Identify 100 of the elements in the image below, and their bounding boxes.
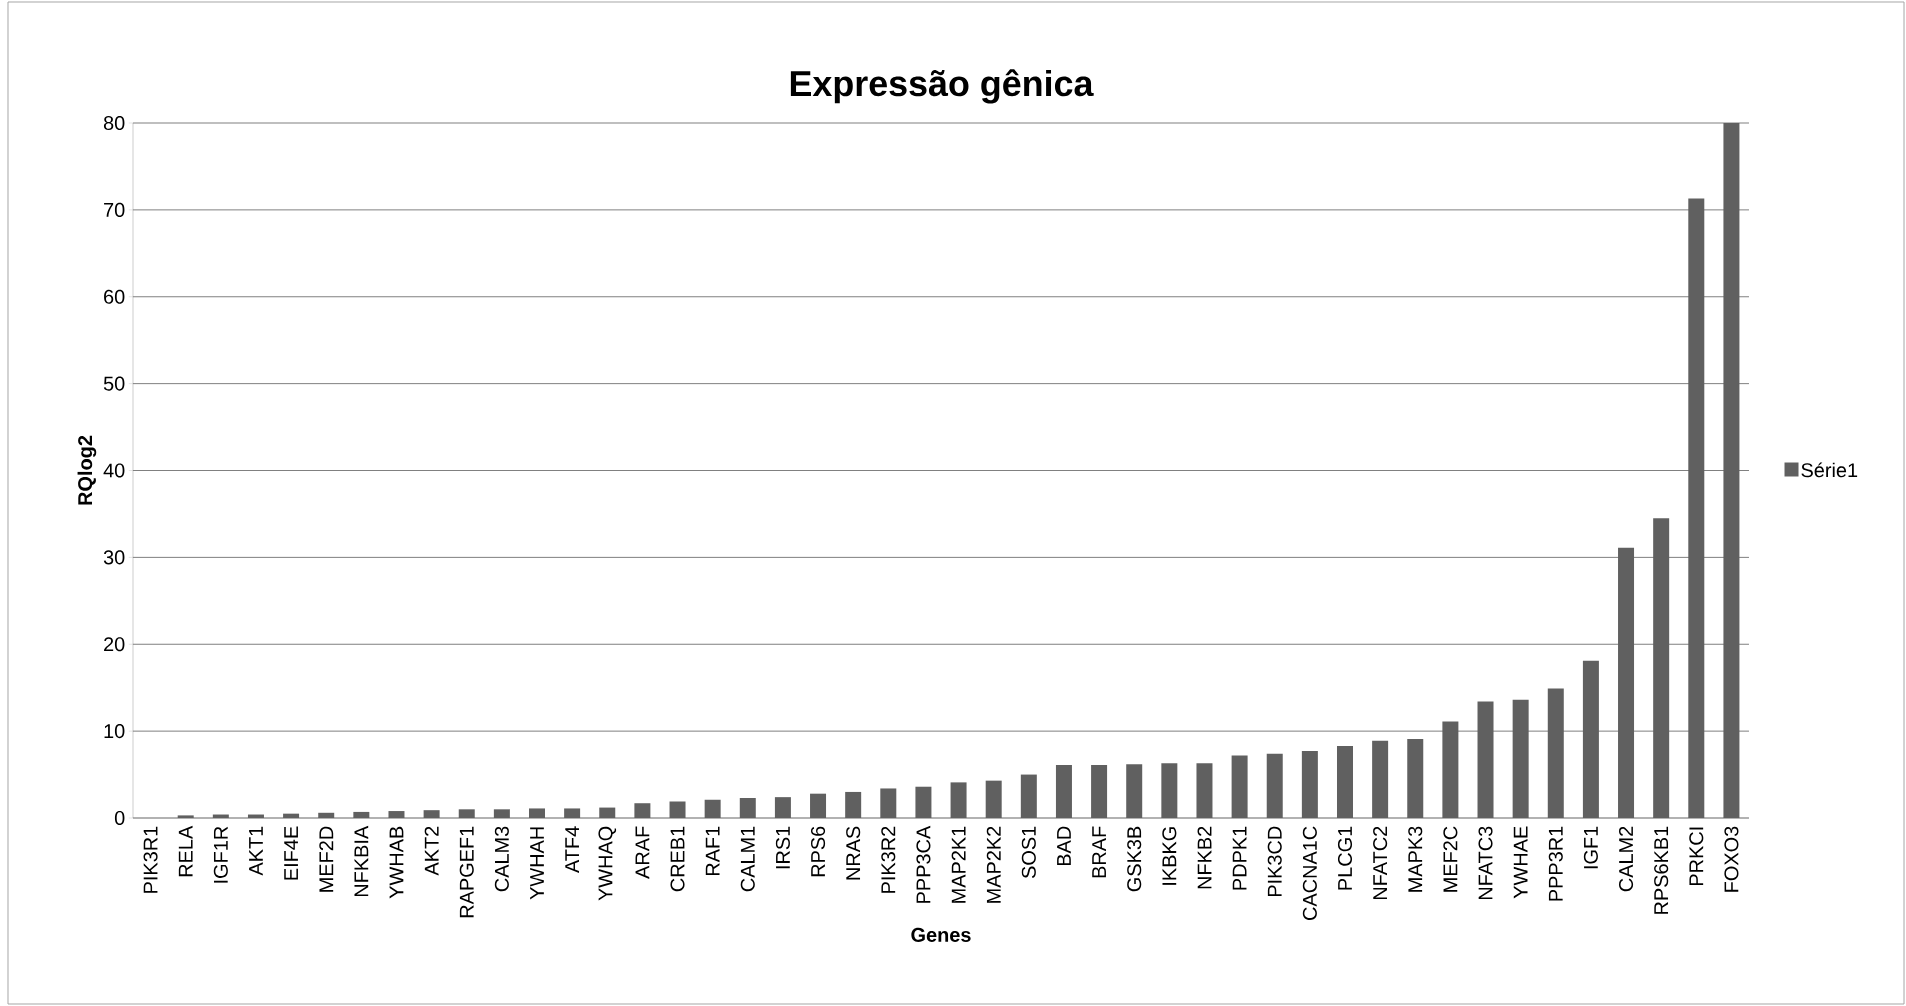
bar [529, 808, 545, 818]
x-tick-label: YWHAQ [598, 826, 617, 901]
bar [177, 815, 194, 818]
bar [1618, 547, 1635, 818]
bar [985, 780, 1002, 818]
x-tick-label: NFATC3 [1478, 826, 1493, 900]
bar [1372, 740, 1389, 818]
x-tick-label: AKT1 [249, 826, 263, 876]
y-axis-title: RQlog2 [77, 435, 97, 505]
legend-label: Série1 [1801, 462, 1858, 478]
x-tick-label: CALM3 [494, 826, 509, 892]
bar [1161, 763, 1178, 818]
y-tick-label: 0 [114, 810, 125, 826]
x-tick-label: PRKCI [1689, 827, 1704, 886]
x-tick-label: MAPK3 [1408, 826, 1423, 892]
y-tick-label: 50 [103, 376, 125, 391]
x-tick-label: GSK3B [1127, 826, 1142, 892]
bar [704, 799, 721, 818]
x-tick-label: NFATC2 [1373, 826, 1388, 900]
y-tick-label: 80 [103, 115, 125, 131]
bar [1126, 764, 1143, 818]
bar [669, 801, 686, 818]
x-tick-label: YWHAB [389, 826, 404, 899]
x-tick-label: AKT2 [424, 826, 439, 876]
bar [1407, 738, 1424, 818]
x-tick-label: ATF4 [565, 826, 579, 873]
bar [1477, 701, 1494, 818]
bar [634, 803, 651, 818]
bar [739, 798, 756, 818]
y-tick-label: 70 [104, 202, 125, 217]
x-tick-label: NFKBIA [354, 825, 369, 897]
bar [318, 812, 335, 818]
bar [1020, 774, 1037, 818]
x-tick-label: EIF4E [284, 826, 298, 880]
x-tick-label: CREB1 [670, 826, 685, 892]
bar [1582, 660, 1599, 818]
x-tick-label: FOXO3 [1724, 826, 1739, 892]
x-tick-label: IRS1 [775, 826, 790, 869]
x-tick-label: YWHAE [1513, 826, 1528, 899]
bar [845, 791, 862, 818]
x-tick-label: RAPGEF1 [459, 826, 474, 918]
bar [880, 788, 897, 818]
x-tick-label: SOS1 [1021, 826, 1036, 879]
bar [774, 797, 791, 818]
x-tick-label: YWHAH [530, 827, 544, 900]
bar [1512, 699, 1529, 818]
x-tick-label: BRAF [1092, 826, 1106, 878]
x-tick-label: NFKB2 [1197, 826, 1212, 889]
y-tick-label: 40 [103, 463, 125, 478]
x-tick-label: IKBKG [1162, 827, 1177, 885]
bar [1547, 688, 1564, 818]
bar [1091, 765, 1108, 818]
y-tick-label: 20 [104, 637, 125, 652]
x-tick-label: RELA [178, 825, 193, 877]
bar [1688, 198, 1705, 818]
bar [599, 807, 616, 818]
y-tick-label: 10 [104, 724, 125, 739]
x-tick-label: MEF2C [1443, 826, 1458, 892]
bar [423, 810, 440, 818]
bar [458, 809, 475, 818]
bar [915, 786, 932, 818]
bar [1653, 518, 1670, 818]
x-tick-label: CALM2 [1618, 826, 1634, 892]
bar [950, 782, 967, 818]
x-tick-label: PIK3R2 [881, 826, 896, 893]
x-tick-label: PDPK1 [1232, 826, 1247, 890]
x-tick-label: PLCG1 [1337, 826, 1353, 890]
x-axis-title: Genes [911, 927, 971, 942]
x-tick-label: CACNA1C [1302, 826, 1317, 920]
x-tick-label: IGF1R [213, 826, 228, 883]
x-tick-label: NRAS [846, 826, 861, 880]
bar [1196, 763, 1213, 818]
x-tick-label: BAD [1057, 826, 1071, 866]
x-tick-label: IGF1 [1583, 826, 1598, 869]
bar [353, 811, 370, 818]
bar [1442, 721, 1459, 818]
x-tick-label: MAP2K1 [951, 826, 966, 903]
x-tick-label: PIK3CD [1267, 826, 1282, 897]
x-tick-label: MAP2K2 [986, 826, 1001, 903]
x-tick-label: RPS6KB1 [1654, 826, 1669, 914]
bar [1723, 123, 1740, 818]
bar [283, 813, 300, 818]
x-tick-label: RPS6 [810, 826, 826, 877]
x-tick-label: MEF2D [319, 826, 334, 892]
bar [493, 809, 510, 818]
chart-title: Expressão gênica [790, 69, 1094, 104]
y-tick-label: 30 [103, 550, 125, 565]
bar [1337, 745, 1353, 818]
bar [388, 811, 405, 818]
x-tick-label: CALM1 [740, 826, 755, 892]
x-tick-label: PIK3R1 [143, 826, 158, 893]
bar [810, 793, 827, 818]
bar [1231, 755, 1248, 818]
x-tick-label: PPP3CA [916, 825, 931, 903]
bar [564, 808, 581, 818]
x-tick-label: RAF1 [705, 826, 720, 876]
x-tick-label: PPP3R1 [1548, 826, 1563, 901]
bar [1301, 751, 1318, 818]
x-tick-label: ARAF [635, 826, 650, 879]
bar [1055, 765, 1072, 818]
